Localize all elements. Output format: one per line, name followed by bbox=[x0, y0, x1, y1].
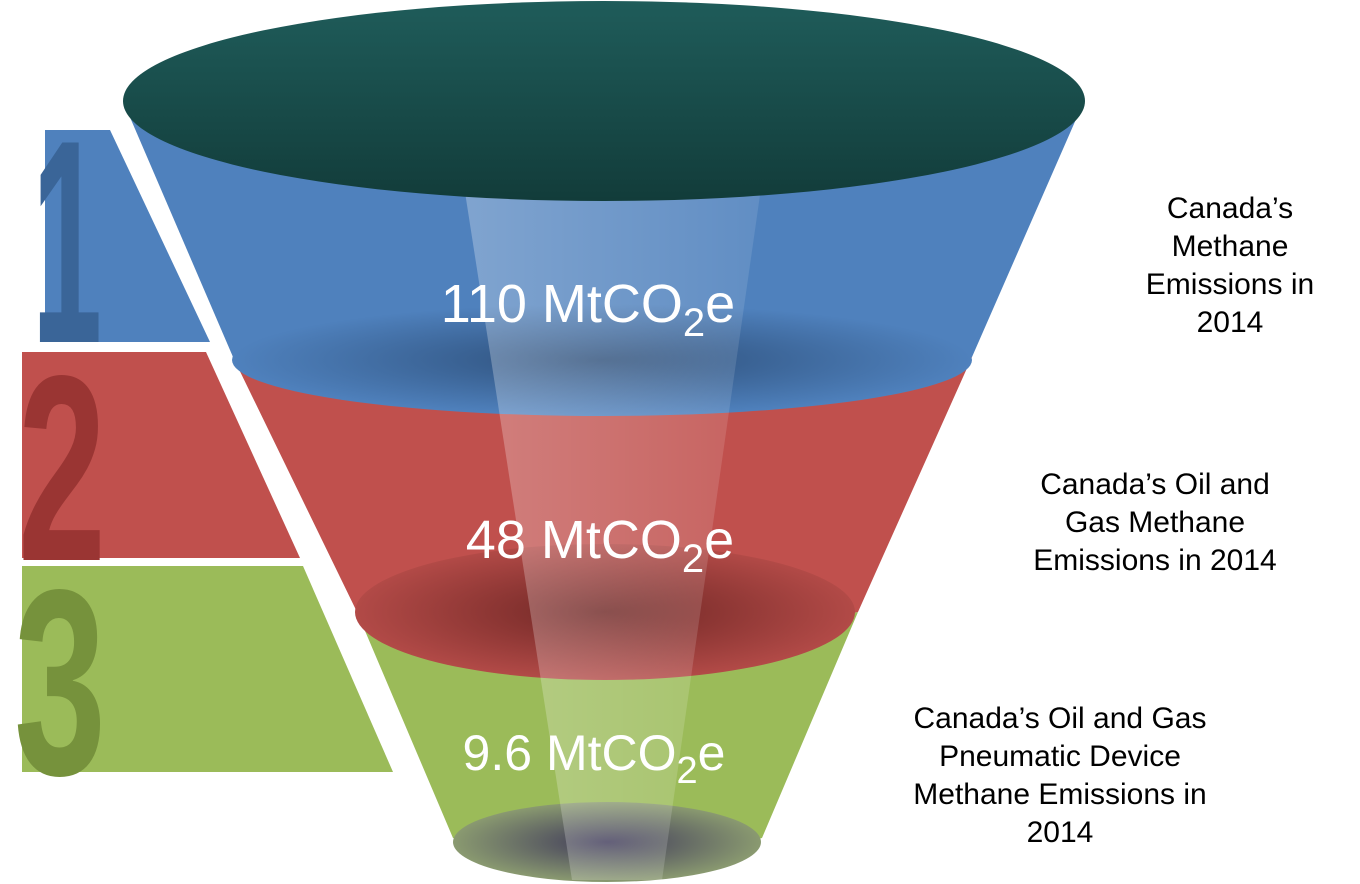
desc-line: Gas Methane bbox=[1064, 506, 1246, 539]
desc-line: Canada’s Oil and Gas bbox=[913, 702, 1207, 735]
desc-line: 2014 bbox=[1026, 816, 1094, 849]
step-number-1: 1 bbox=[32, 80, 102, 404]
desc-line: Emissions in 2014 bbox=[1033, 544, 1277, 577]
funnel-top bbox=[123, 1, 1085, 201]
stage-description-1: Canada’s Methane Emissions in 2014 bbox=[1100, 190, 1360, 342]
step-band-2 bbox=[22, 352, 300, 558]
stage-value-3: 9.6 MtCO2e bbox=[463, 725, 726, 792]
desc-line: Canada’s bbox=[1166, 192, 1294, 225]
stage-description-3: Canada’s Oil and Gas Pneumatic Device Me… bbox=[840, 700, 1280, 852]
step-band-1 bbox=[45, 130, 210, 342]
step-number-2: 2 bbox=[18, 321, 106, 617]
stage-value-1: 110 MtCO2e bbox=[441, 274, 735, 345]
desc-line: Canada’s Oil and bbox=[1040, 468, 1270, 501]
stage-description-2: Canada’s Oil and Gas Methane Emissions i… bbox=[960, 466, 1350, 580]
step-number-3: 3 bbox=[14, 535, 106, 831]
desc-line: Pneumatic Device bbox=[939, 740, 1181, 773]
desc-line: Methane bbox=[1171, 230, 1289, 263]
desc-line: Emissions in bbox=[1145, 268, 1315, 301]
desc-line: 2014 bbox=[1196, 306, 1264, 339]
funnel-highlight bbox=[460, 160, 765, 880]
stage-value-2: 48 MtCO2e bbox=[466, 510, 734, 581]
step-band-3 bbox=[22, 566, 393, 772]
desc-line: Methane Emissions in bbox=[913, 778, 1207, 811]
